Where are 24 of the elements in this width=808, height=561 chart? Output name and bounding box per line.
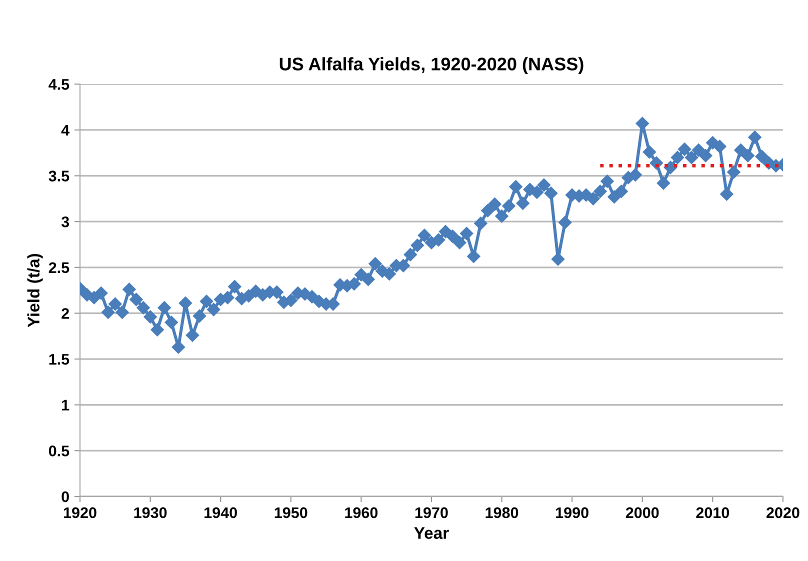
chart-title: US Alfalfa Yields, 1920-2020 (NASS) (280, 57, 584, 74)
y-tick-label: 0.5 (48, 446, 70, 456)
y-tick-label: 3 (61, 216, 70, 228)
y-tick-label: 1 (62, 400, 70, 410)
x-tick-label: 1930 (134, 507, 167, 518)
y-tick-label: 2 (62, 308, 69, 319)
x-tick-label: 2020 (766, 507, 800, 518)
x-tick-label: 1950 (274, 507, 308, 518)
y-tick-label: 2.5 (48, 262, 70, 274)
x-tick-label: 1960 (345, 507, 378, 518)
y-tick-label: 4.5 (48, 79, 70, 90)
y-tick-label: 1.5 (49, 354, 70, 365)
x-tick-label: 2010 (696, 507, 730, 518)
x-tick-label: 1980 (486, 507, 518, 518)
y-tick-label: 3.5 (48, 170, 70, 182)
x-tick-label: 1990 (556, 507, 588, 518)
y-tick-label: 4 (61, 124, 70, 136)
x-axis-title: Year (414, 527, 449, 539)
y-tick-label: 0 (62, 491, 69, 502)
x-tick-label: 2000 (626, 507, 659, 518)
x-tick-label: 1970 (415, 507, 448, 518)
x-tick-label: 1940 (204, 507, 237, 518)
x-tick-label: 1920 (64, 507, 96, 518)
y-axis-title: Yield (t/a) (27, 254, 43, 328)
